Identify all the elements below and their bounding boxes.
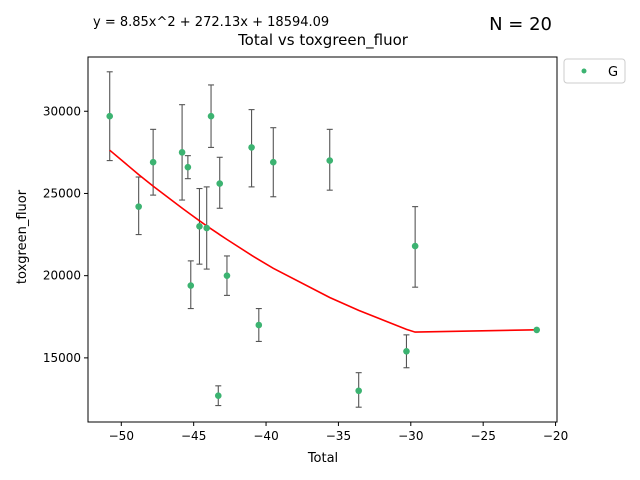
legend-marker <box>581 68 587 74</box>
x-tick-label: −45 <box>181 429 206 443</box>
legend-box <box>563 58 626 84</box>
sample-size-label: N = 20 <box>489 14 552 35</box>
data-point <box>223 272 231 279</box>
data-point <box>135 203 142 210</box>
y-tick-label: 25000 <box>43 186 81 200</box>
data-point <box>216 180 224 187</box>
y-axis-label: toxgreen_fluor <box>15 189 30 284</box>
data-point <box>326 157 334 164</box>
data-point <box>178 149 186 156</box>
data-point <box>533 326 541 334</box>
y-tick-label: 15000 <box>43 351 81 365</box>
data-point <box>248 144 255 151</box>
y-axis-ticks: 15000 20000 25000 30000 <box>43 104 88 365</box>
chart-title: Total vs toxgreen_fluor <box>237 31 409 50</box>
y-tick-label: 30000 <box>43 104 81 118</box>
data-point <box>203 224 210 232</box>
data-point <box>187 282 195 289</box>
error-bars <box>106 71 540 408</box>
x-tick-label: −20 <box>543 429 568 443</box>
data-point <box>196 223 203 230</box>
data-point <box>214 392 222 399</box>
plot-frame <box>87 56 558 423</box>
data-point <box>403 348 410 355</box>
data-point <box>207 112 215 120</box>
data-point <box>411 242 419 250</box>
legend-label: G <box>608 65 618 80</box>
x-tick-label: −35 <box>326 429 351 443</box>
data-point <box>255 321 263 329</box>
fit-line <box>109 149 537 333</box>
data-point <box>149 158 157 166</box>
x-axis-label: Total <box>307 451 338 466</box>
x-tick-label: −25 <box>471 429 496 443</box>
fit-line-group <box>109 149 537 333</box>
y-tick-label: 20000 <box>43 269 81 283</box>
data-point <box>106 112 114 120</box>
x-axis-ticks: −50 −45 −40 −35 −30 −25 −20 <box>109 422 568 443</box>
data-points <box>106 112 541 399</box>
data-point <box>184 163 192 171</box>
data-point <box>355 387 362 395</box>
x-tick-label: −50 <box>109 429 134 443</box>
x-tick-label: −30 <box>398 429 423 443</box>
data-point <box>269 158 277 166</box>
x-tick-label: −40 <box>253 429 278 443</box>
legend: G <box>563 58 626 84</box>
fit-equation: y = 8.85x^2 + 272.13x + 18594.09 <box>93 15 329 30</box>
